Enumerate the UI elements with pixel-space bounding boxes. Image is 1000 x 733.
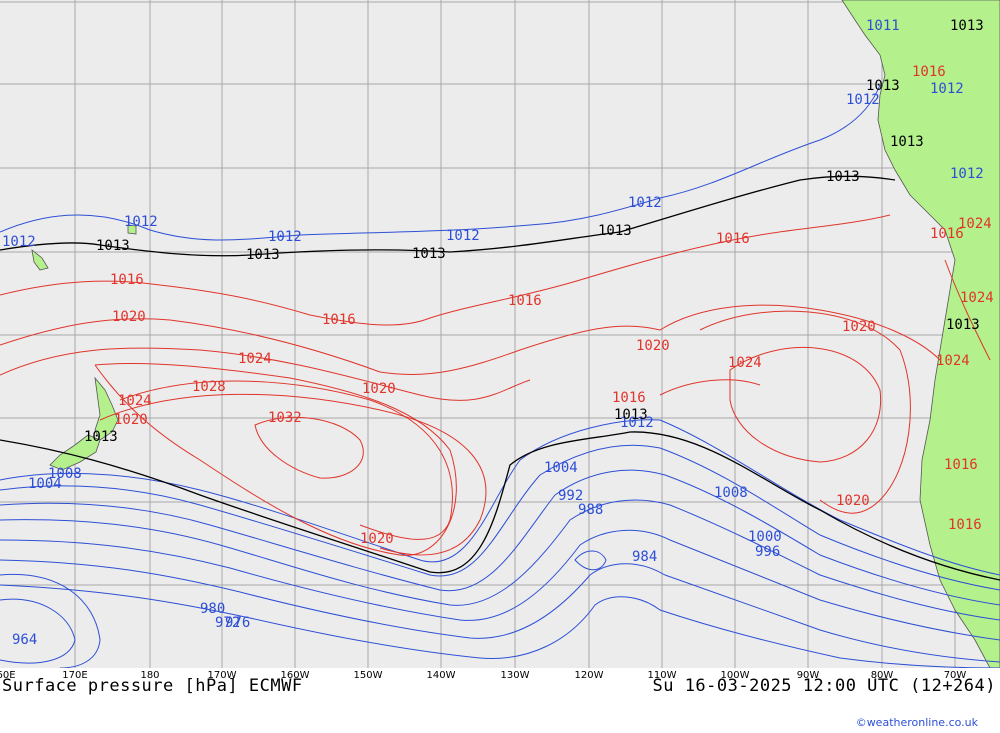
isobar-label: 1020 — [114, 412, 148, 428]
surface-pressure-map: 1012 1012 1012 1012 1012 1012 1012 1012 … — [0, 0, 1000, 668]
isobar-label: 1013 — [598, 223, 632, 239]
new-zealand-south — [49, 434, 101, 471]
isobar-label: 1012 — [268, 229, 302, 245]
isobar-label: 1024 — [728, 355, 762, 371]
lon-tick: 180 — [140, 670, 160, 681]
isobar-label: 972 — [215, 615, 240, 631]
isobar-label: 1008 — [48, 466, 82, 482]
isobar-label: 1013 — [84, 429, 118, 445]
isobar-label: 1012 — [846, 92, 880, 108]
island-small — [127, 224, 137, 235]
isobar-label: 1012 — [2, 234, 36, 250]
isobar-label: 1013 — [412, 246, 446, 262]
lon-tick: 170E — [62, 670, 88, 681]
isobar-label: 1024 — [960, 290, 994, 306]
isobar-label: 1016 — [612, 390, 646, 406]
isobar-label: 1024 — [238, 351, 272, 367]
new-zealand-north — [94, 376, 119, 441]
isobar-label: 1011 — [866, 18, 900, 34]
isobar-label: 1032 — [268, 410, 302, 426]
isobar-label: 1013 — [890, 134, 924, 150]
isobar-1013 — [0, 175, 1000, 581]
isobar-label: 1024 — [936, 353, 970, 369]
isobar-label: 1016 — [110, 272, 144, 288]
labels-low: 1012 1012 1012 1012 1012 1012 1012 1012 … — [2, 18, 984, 648]
isobar-label: 1016 — [716, 231, 750, 247]
isobar-label: 1020 — [836, 493, 870, 509]
isobar-label: 1013 — [946, 317, 980, 333]
isobar-label: 976 — [225, 615, 250, 631]
isobars-high — [0, 214, 991, 556]
isobar-label: 992 — [558, 488, 583, 504]
isobar-label: 1004 — [544, 460, 578, 476]
landmass — [31, 0, 1000, 668]
isobar-label: 1016 — [944, 457, 978, 473]
lon-tick: 130W — [500, 670, 530, 681]
isobar-label: 1004 — [28, 476, 62, 492]
isobar-label: 1020 — [360, 531, 394, 547]
isobar-label: 1013 — [614, 407, 648, 423]
lon-tick: 150W — [353, 670, 383, 681]
isobar-label: 1024 — [118, 393, 152, 409]
isobar-label: 980 — [200, 601, 225, 617]
south-america — [841, 0, 1000, 668]
isobar-label: 1016 — [930, 226, 964, 242]
isobar-label: 1012 — [930, 81, 964, 97]
isobar-label: 984 — [632, 549, 657, 565]
isobar-label: 1012 — [628, 195, 662, 211]
lon-tick: 90W — [796, 670, 820, 681]
isobar-label: 1008 — [714, 485, 748, 501]
credit-link[interactable]: ©weatheronline.co.uk — [855, 716, 978, 729]
lon-tick: 160W — [280, 670, 310, 681]
isobar-label: 988 — [578, 502, 603, 518]
isobar-label: 1016 — [322, 312, 356, 328]
isobar-label: 1012 — [446, 228, 480, 244]
lon-tick: 80W — [870, 670, 894, 681]
isobar-label: 1000 — [748, 529, 782, 545]
isobar-label: 1020 — [112, 309, 146, 325]
lon-tick: 100W — [720, 670, 750, 681]
isobar-label: 1013 — [96, 238, 130, 254]
isobar-label: 1016 — [508, 293, 542, 309]
isobar-label: 1012 — [124, 214, 158, 230]
island-chain — [31, 249, 49, 271]
isobar-label: 1028 — [192, 379, 226, 395]
isobar-label: 1013 — [950, 18, 984, 34]
isobar-label: 1012 — [620, 415, 654, 431]
lon-tick: 70W — [943, 670, 967, 681]
valid-time: Su 16-03-2025 12:00 UTC (12+264) — [652, 676, 996, 696]
lon-tick: 110W — [647, 670, 677, 681]
isobar-label: 1013 — [246, 247, 280, 263]
isobar-label: 1016 — [912, 64, 946, 80]
isobar-label: 1016 — [948, 517, 982, 533]
isobar-label: 1020 — [636, 338, 670, 354]
isobar-label: 996 — [755, 544, 780, 560]
lon-tick: 60E — [0, 670, 16, 681]
lon-tick: 120W — [574, 670, 604, 681]
labels-high: 1016 1016 1016 1016 1016 1016 1016 1020 … — [110, 64, 994, 547]
lon-tick: 170W — [207, 670, 237, 681]
isobar-label: 1013 — [826, 169, 860, 185]
isobar-label: 1020 — [842, 319, 876, 335]
isobar-label: 964 — [12, 632, 37, 648]
isobar-label: 1012 — [950, 166, 984, 182]
isobar-label: 1024 — [958, 216, 992, 232]
isobar-label: 1020 — [362, 381, 396, 397]
labels-mean: 1013 1013 1013 1013 1013 1013 1013 1013 … — [84, 18, 984, 445]
isobar-label: 1013 — [866, 78, 900, 94]
map-title: Surface pressure [hPa] ECMWF — [2, 676, 303, 696]
lon-tick: 140W — [426, 670, 456, 681]
isobars-low — [0, 84, 1000, 668]
